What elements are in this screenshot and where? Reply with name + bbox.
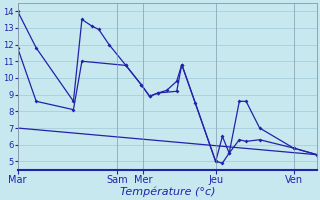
X-axis label: Température (°c): Température (°c)	[120, 187, 215, 197]
